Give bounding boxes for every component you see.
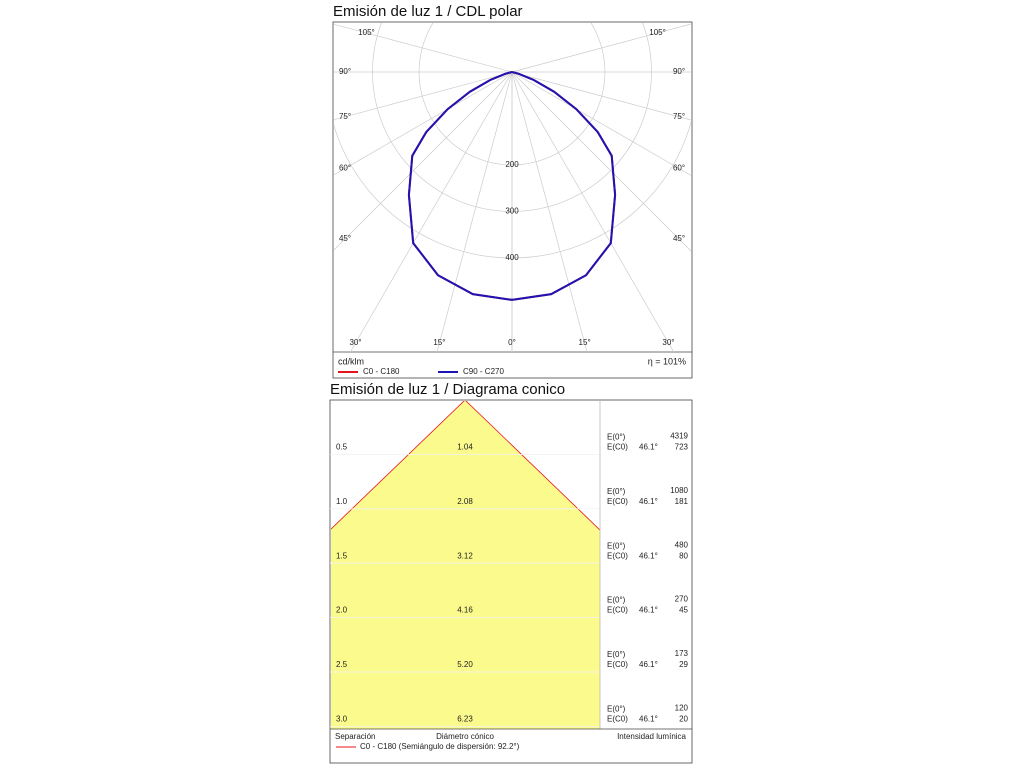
diameter: 6.23 xyxy=(457,715,473,724)
angle-tick-label: 105° xyxy=(649,28,666,37)
polar-title: Emisión de luz 1 / CDL polar xyxy=(333,3,523,20)
angle-tick-label: 15° xyxy=(433,338,445,347)
grid-ray xyxy=(511,71,691,176)
r-tick-label: 200 xyxy=(505,160,519,169)
diameter: 4.16 xyxy=(457,606,473,615)
ec0-label: E(C0) xyxy=(607,606,628,615)
e0: 4319 xyxy=(670,432,688,441)
ec0-label: E(C0) xyxy=(607,497,628,506)
angle-tick-label: 90° xyxy=(673,67,685,76)
diameter: 1.04 xyxy=(457,443,473,452)
legend: C0 - C180 C90 - C270 xyxy=(338,367,504,376)
angle-tick-label: 45° xyxy=(673,234,685,243)
grid-ray xyxy=(511,71,675,352)
e0-label: E(0°) xyxy=(607,705,626,714)
angle: 46.1° xyxy=(639,443,658,452)
unit-label: cd/klm xyxy=(338,356,364,366)
cone-edge xyxy=(331,401,465,530)
grid-ray xyxy=(511,23,691,73)
ec0-label: E(C0) xyxy=(607,551,628,560)
polar-panel xyxy=(332,21,693,379)
grid-ray xyxy=(349,71,513,352)
ec0-label: E(C0) xyxy=(607,660,628,669)
cone-edge xyxy=(465,401,600,531)
ec0: 723 xyxy=(675,443,689,452)
separation: 1.0 xyxy=(336,497,348,506)
polar-labels: 200 300 400 0° 15° 15° 30° 30° 45° 45° 60° 60° 75° 75… xyxy=(339,28,685,347)
e0-label: E(0°) xyxy=(607,650,626,659)
angle: 46.1° xyxy=(639,715,658,724)
separation: 0.5 xyxy=(336,443,348,452)
separation: 1.5 xyxy=(336,551,348,560)
cone-fill xyxy=(331,401,600,729)
e0: 173 xyxy=(675,649,689,658)
legend-label: C0 - C180 (Semiángulo de dispersión: 92.… xyxy=(360,742,520,751)
ec0: 80 xyxy=(679,551,688,560)
angle-tick-label: 30° xyxy=(349,338,361,347)
efficiency: η = 101% xyxy=(648,356,686,366)
e0: 270 xyxy=(675,595,689,604)
legend-label: C90 - C270 xyxy=(463,367,504,376)
ec0: 29 xyxy=(679,660,688,669)
intensity-curve xyxy=(511,71,617,301)
e0-label: E(0°) xyxy=(607,596,626,605)
angle-tick-label: 105° xyxy=(358,28,375,37)
diameter: 2.08 xyxy=(457,497,473,506)
separation: 2.5 xyxy=(336,660,348,669)
grid-ray xyxy=(511,71,691,252)
ec0: 181 xyxy=(675,497,689,506)
grid-ray xyxy=(334,71,513,121)
ec0-label: E(C0) xyxy=(607,443,628,452)
e0-label: E(0°) xyxy=(607,487,626,496)
column-header: Intensidad lumínica xyxy=(617,732,686,741)
e0: 120 xyxy=(675,704,689,713)
grid-ray xyxy=(511,71,588,352)
grid-ray xyxy=(334,71,513,251)
grid-ray xyxy=(511,71,691,121)
legend-label: C0 - C180 xyxy=(363,367,400,376)
grid-ray xyxy=(436,71,513,352)
angle-tick-label: 60° xyxy=(339,164,351,173)
separation: 2.0 xyxy=(336,606,348,615)
cone-title: Emisión de luz 1 / Diagrama conico xyxy=(330,381,565,398)
grid-ray xyxy=(334,23,513,73)
angle-tick-label: 60° xyxy=(673,164,685,173)
column-header: Separación xyxy=(335,732,375,741)
angle: 46.1° xyxy=(639,606,658,615)
e0-label: E(0°) xyxy=(607,541,626,550)
separation: 3.0 xyxy=(336,715,348,724)
angle-tick-label: 75° xyxy=(339,112,351,121)
angle: 46.1° xyxy=(639,497,658,506)
column-header: Diámetro cónico xyxy=(436,732,494,741)
e0: 1080 xyxy=(670,486,688,495)
cone-area xyxy=(331,401,600,729)
r-tick-label: 400 xyxy=(505,253,519,262)
angle-tick-label: 0° xyxy=(508,338,516,347)
r-tick-label: 300 xyxy=(505,207,519,216)
diameter: 3.12 xyxy=(457,551,473,560)
e0: 480 xyxy=(675,540,689,549)
ec0: 20 xyxy=(679,715,688,724)
ec0: 45 xyxy=(679,606,688,615)
angle-tick-label: 45° xyxy=(339,234,351,243)
angle-tick-label: 30° xyxy=(662,338,674,347)
angle: 46.1° xyxy=(639,551,658,560)
polar-plot xyxy=(334,23,691,352)
diameter: 5.20 xyxy=(457,660,473,669)
grid-ray xyxy=(334,71,513,176)
ec0-label: E(C0) xyxy=(607,715,628,724)
angle-tick-label: 75° xyxy=(673,112,685,121)
angle: 46.1° xyxy=(639,660,658,669)
angle-tick-label: 90° xyxy=(339,67,351,76)
intensity-curve xyxy=(407,71,513,301)
angle-tick-label: 15° xyxy=(579,338,591,347)
e0-label: E(0°) xyxy=(607,433,626,442)
